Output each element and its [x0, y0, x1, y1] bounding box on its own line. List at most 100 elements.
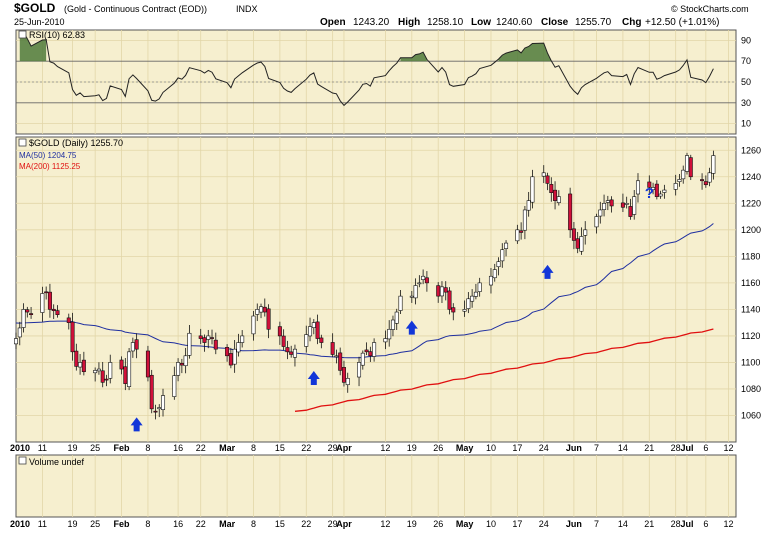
- price-tick-label: 1100: [741, 357, 760, 367]
- chg-value: +12.50 (+1.01%): [645, 17, 720, 28]
- candle-body: [74, 350, 79, 367]
- candle-body: [55, 310, 60, 315]
- candle: [624, 196, 629, 209]
- candle-body: [635, 180, 640, 195]
- candle-body: [289, 351, 294, 355]
- price-tick-label: 1180: [741, 251, 760, 261]
- candle-body: [183, 355, 188, 367]
- price-legend-text: $GOLD (Daily) 1255.70: [29, 138, 123, 148]
- x-tick-label: Feb: [114, 443, 131, 453]
- candle: [281, 329, 286, 351]
- x-tick-label-bottom: 22: [301, 519, 311, 529]
- candle-body: [394, 311, 399, 324]
- candle-body: [255, 309, 260, 315]
- candle: [213, 332, 218, 355]
- candle-body: [571, 228, 576, 241]
- price-tick-label: 1240: [741, 172, 761, 182]
- candle-body: [153, 410, 158, 413]
- candle: [492, 263, 497, 282]
- candle: [436, 282, 441, 303]
- candle: [228, 347, 233, 369]
- x-tick-label-bottom: 19: [407, 519, 417, 529]
- x-tick-label: 12: [380, 443, 390, 453]
- candle-body: [409, 295, 414, 298]
- candle-body: [451, 307, 456, 313]
- watermark: © StockCharts.com: [671, 4, 749, 14]
- candle-body: [176, 362, 181, 376]
- candle: [496, 257, 501, 276]
- candle: [598, 201, 603, 224]
- candle-body: [240, 335, 245, 343]
- candle: [526, 191, 531, 217]
- candle-body: [477, 282, 482, 292]
- candle-body: [81, 359, 86, 373]
- candle: [78, 354, 83, 375]
- candle-body: [157, 407, 162, 410]
- candle: [134, 333, 139, 359]
- candle: [571, 221, 576, 250]
- symbol-name: (Gold - Continuous Contract (EOD)): [64, 4, 207, 14]
- candle: [583, 221, 588, 245]
- candle-body: [206, 335, 211, 340]
- candle: [394, 308, 399, 331]
- volume-legend-text: Volume undef: [29, 457, 85, 467]
- x-tick-label: 26: [433, 443, 443, 453]
- candle-body: [390, 319, 395, 330]
- candle-body: [470, 295, 475, 302]
- rsi-tick-label: 50: [741, 77, 751, 87]
- candle: [157, 404, 162, 418]
- candle: [232, 339, 237, 373]
- candle: [251, 311, 256, 341]
- candle-body: [145, 350, 150, 378]
- candle-body: [677, 179, 682, 183]
- candle-body: [700, 179, 705, 182]
- candle-body: [149, 374, 154, 410]
- x-tick-label: 19: [68, 443, 78, 453]
- candle: [44, 286, 49, 300]
- candle-body: [398, 295, 403, 311]
- x-tick-label-bottom: 29: [328, 519, 338, 529]
- open-value: 1243.20: [353, 17, 390, 28]
- candle-body: [598, 209, 603, 217]
- price-tick-label: 1080: [741, 384, 761, 394]
- candle-body: [673, 183, 678, 190]
- candle-body: [40, 293, 45, 313]
- candle: [684, 152, 689, 175]
- candle: [628, 198, 633, 220]
- candle-body: [549, 184, 554, 193]
- candle-body: [447, 290, 452, 310]
- exchange: INDX: [236, 4, 258, 14]
- candle-body: [100, 370, 105, 383]
- candle-body: [620, 202, 625, 208]
- x-tick-label: 22: [301, 443, 311, 453]
- candle-body: [496, 261, 501, 268]
- x-tick-label: Apr: [336, 443, 352, 453]
- candle: [681, 165, 686, 184]
- candle: [240, 330, 245, 348]
- candle-body: [334, 355, 339, 358]
- candle-body: [304, 334, 309, 347]
- candle-body: [78, 362, 83, 368]
- candle-body: [658, 193, 663, 197]
- candle: [210, 329, 215, 345]
- candle-body: [417, 282, 422, 285]
- candle: [25, 306, 30, 318]
- volume-grid: [41, 455, 729, 517]
- candle: [187, 324, 192, 359]
- candle: [417, 275, 422, 288]
- candle-body: [662, 189, 667, 193]
- candle: [179, 358, 184, 374]
- candle: [40, 286, 45, 322]
- candle-body: [259, 306, 264, 313]
- candle: [341, 360, 346, 387]
- x-tick-label-bottom: 7: [594, 519, 599, 529]
- annotations: ?: [130, 185, 654, 432]
- candle: [176, 358, 181, 382]
- candle: [225, 344, 230, 362]
- candle: [579, 227, 584, 255]
- candle-body: [172, 375, 177, 397]
- candle: [262, 298, 267, 317]
- candle-body: [187, 332, 192, 356]
- candle-body: [488, 275, 493, 286]
